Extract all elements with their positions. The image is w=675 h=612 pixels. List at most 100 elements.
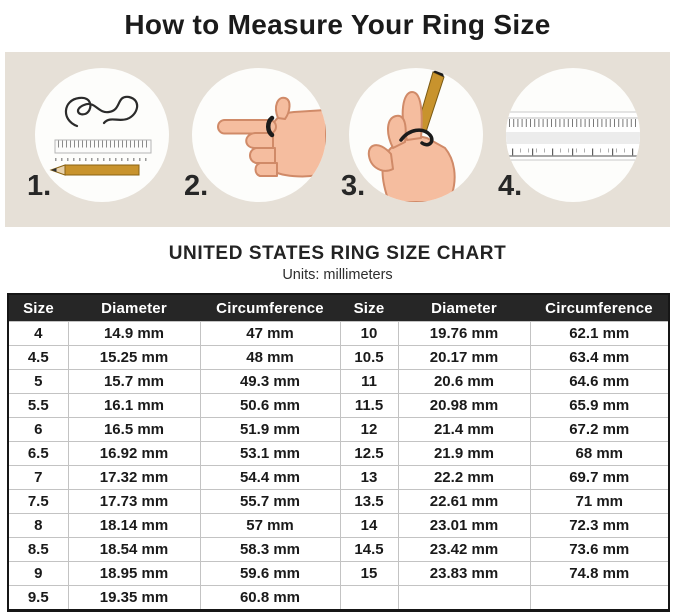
table-row: 9 18.95 mm 59.6 mm 15 23.83 mm 74.8 mm <box>7 561 670 586</box>
table-cell: 9.5 <box>7 585 69 611</box>
table-cell: 15.7 mm <box>67 369 201 394</box>
col-header-diameter-left: Diameter <box>68 294 200 322</box>
table-cell: 54.4 mm <box>199 465 341 490</box>
table-cell: 18.54 mm <box>67 537 201 562</box>
chart-units-label: Units: millimeters <box>282 267 393 283</box>
table-cell: 11.5 <box>339 393 399 418</box>
ruler-icon <box>506 68 640 202</box>
col-header-size-right: Size <box>340 294 398 322</box>
steps-band: 1. 2. <box>5 52 670 227</box>
table-cell: 57 mm <box>199 513 341 538</box>
table-cell: 63.4 mm <box>529 345 670 370</box>
step-2-circle <box>192 68 326 202</box>
table-cell: 23.01 mm <box>397 513 531 538</box>
table-cell: 48 mm <box>199 345 341 370</box>
table-cell: 20.6 mm <box>397 369 531 394</box>
table-cell: 10.5 <box>339 345 399 370</box>
table-cell: 9 <box>7 561 69 586</box>
table-cell: 72.3 mm <box>529 513 670 538</box>
table-cell: 13 <box>339 465 399 490</box>
table-cell: 20.98 mm <box>397 393 531 418</box>
table-cell: 74.8 mm <box>529 561 670 586</box>
table-row: 6 16.5 mm 51.9 mm 12 21.4 mm 67.2 mm <box>7 417 670 442</box>
table-cell: 18.95 mm <box>67 561 201 586</box>
table-row: 4.5 15.25 mm 48 mm 10.5 20.17 mm 63.4 mm <box>7 345 670 370</box>
table-cell: 14 <box>339 513 399 538</box>
step-4: 4. <box>498 52 640 227</box>
table-cell: 4.5 <box>7 345 69 370</box>
step-1-number: 1. <box>27 170 52 202</box>
table-row: 8.5 18.54 mm 58.3 mm 14.5 23.42 mm 73.6 mm <box>7 537 670 562</box>
table-cell: 7 <box>7 465 69 490</box>
table-cell: 49.3 mm <box>199 369 341 394</box>
table-cell: 50.6 mm <box>199 393 341 418</box>
table-cell: 53.1 mm <box>199 441 341 466</box>
table-row: 9.5 19.35 mm 60.8 mm <box>7 585 670 611</box>
table-cell: 15 <box>339 561 399 586</box>
table-row: 8 18.14 mm 57 mm 14 23.01 mm 72.3 mm <box>7 513 670 538</box>
ring-size-table: Size Diameter Circumference Size Diamete… <box>7 293 670 612</box>
table-cell: 21.4 mm <box>397 417 531 442</box>
table-cell: 6.5 <box>7 441 69 466</box>
step-3-number: 3. <box>341 170 366 202</box>
table-cell: 4 <box>7 321 69 346</box>
step-3-circle <box>349 68 483 202</box>
table-cell: 22.2 mm <box>397 465 531 490</box>
table-cell: 12.5 <box>339 441 399 466</box>
table-row: 7.5 17.73 mm 55.7 mm 13.5 22.61 mm 71 mm <box>7 489 670 514</box>
table-cell: 14.9 mm <box>67 321 201 346</box>
table-cell: 10 <box>339 321 399 346</box>
table-cell <box>397 585 531 611</box>
table-cell: 7.5 <box>7 489 69 514</box>
table-cell: 65.9 mm <box>529 393 670 418</box>
table-cell: 58.3 mm <box>199 537 341 562</box>
table-row: 4 14.9 mm 47 mm 10 19.76 mm 62.1 mm <box>7 321 670 346</box>
table-cell: 14.5 <box>339 537 399 562</box>
table-cell: 62.1 mm <box>529 321 670 346</box>
table-cell: 19.76 mm <box>397 321 531 346</box>
table-cell: 69.7 mm <box>529 465 670 490</box>
table-cell: 13.5 <box>339 489 399 514</box>
table-cell: 55.7 mm <box>199 489 341 514</box>
table-cell: 16.1 mm <box>67 393 201 418</box>
string-wrapped-finger-icon <box>349 68 483 202</box>
step-4-circle <box>506 68 640 202</box>
step-4-number: 4. <box>498 170 523 202</box>
table-cell: 8.5 <box>7 537 69 562</box>
step-1-circle <box>35 68 169 202</box>
table-cell: 16.92 mm <box>67 441 201 466</box>
table-cell: 23.83 mm <box>397 561 531 586</box>
table-cell: 12 <box>339 417 399 442</box>
table-cell: 21.9 mm <box>397 441 531 466</box>
table-cell: 68 mm <box>529 441 670 466</box>
page-title: How to Measure Your Ring Size <box>124 9 551 40</box>
string-ruler-pencil-icon <box>35 68 169 202</box>
table-cell: 67.2 mm <box>529 417 670 442</box>
table-cell: 64.6 mm <box>529 369 670 394</box>
table-cell: 60.8 mm <box>199 585 341 611</box>
table-cell: 8 <box>7 513 69 538</box>
table-cell: 15.25 mm <box>67 345 201 370</box>
table-cell: 71 mm <box>529 489 670 514</box>
table-header-row: Size Diameter Circumference Size Diamete… <box>8 294 669 322</box>
step-3: 3. <box>341 52 483 227</box>
table-cell: 5.5 <box>7 393 69 418</box>
pointing-hand-ring-icon <box>192 68 326 202</box>
table-cell <box>339 585 399 611</box>
table-row: 5 15.7 mm 49.3 mm 11 20.6 mm 64.6 mm <box>7 369 670 394</box>
step-2-number: 2. <box>184 170 209 202</box>
table-row: 6.5 16.92 mm 53.1 mm 12.5 21.9 mm 68 mm <box>7 441 670 466</box>
table-cell: 18.14 mm <box>67 513 201 538</box>
table-cell: 73.6 mm <box>529 537 670 562</box>
table-cell: 17.73 mm <box>67 489 201 514</box>
col-header-circumference-right: Circumference <box>530 294 669 322</box>
ring-size-table-body: 4 14.9 mm 47 mm 10 19.76 mm 62.1 mm 4.5 15.25 m… <box>7 321 670 611</box>
table-cell: 11 <box>339 369 399 394</box>
step-1: 1. <box>27 52 169 227</box>
col-header-circumference-left: Circumference <box>200 294 340 322</box>
table-row: 7 17.32 mm 54.4 mm 13 22.2 mm 69.7 mm <box>7 465 670 490</box>
table-cell: 51.9 mm <box>199 417 341 442</box>
table-row: 5.5 16.1 mm 50.6 mm 11.5 20.98 mm 65.9 mm <box>7 393 670 418</box>
chart-heading: UNITED STATES RING SIZE CHART <box>168 243 507 264</box>
table-cell <box>529 585 670 611</box>
